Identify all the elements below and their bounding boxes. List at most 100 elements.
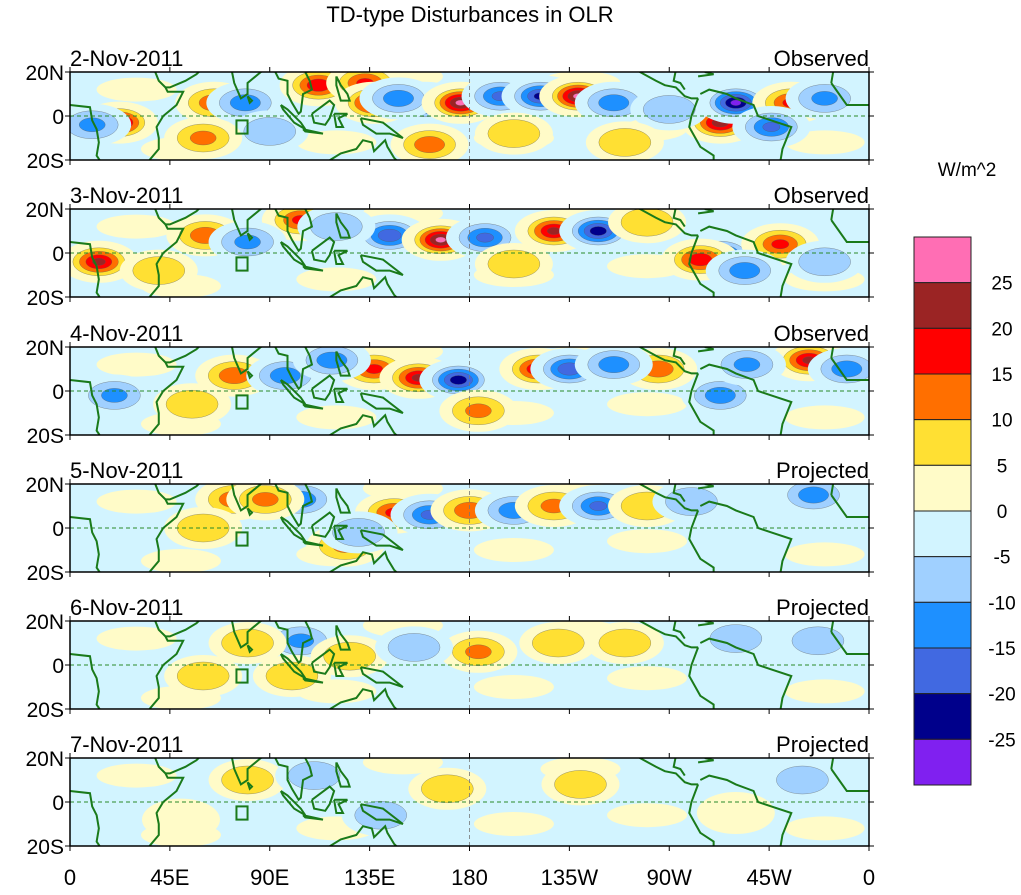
- anomaly-contour: [165, 390, 219, 419]
- coastline: [359, 392, 404, 414]
- coastline: [246, 95, 254, 105]
- anomaly-contour: [414, 136, 445, 153]
- coastline: [699, 88, 793, 160]
- near-zero-patch: [296, 267, 377, 292]
- colorbar-swatch: [913, 510, 972, 558]
- anomaly-contour: [696, 792, 775, 834]
- anomaly-contour: [465, 403, 492, 418]
- coastline: [359, 666, 404, 688]
- coastline: [70, 653, 101, 709]
- x-axis: 0 45E 90E 135E 180 135W 90W 45W 0: [64, 865, 875, 890]
- coastline: [328, 824, 398, 846]
- colorbar-swatch: [913, 373, 972, 421]
- anomaly-contour: [287, 633, 314, 648]
- map-panel: 20N 0 20S 4-Nov-2011 Observed: [25, 321, 874, 448]
- anomaly-contour: [598, 628, 652, 658]
- lat-tick-label: 0: [52, 792, 64, 815]
- lon-tick-label: 135W: [541, 865, 599, 890]
- reference-box: [235, 668, 249, 684]
- lat-tick-label: 20S: [27, 699, 64, 722]
- coastline: [310, 99, 336, 126]
- coastline: [688, 647, 715, 709]
- colorbar-label: -25: [988, 730, 1015, 751]
- lat-tick-label: 0: [52, 106, 64, 129]
- coastline: [148, 758, 185, 846]
- coastline: [302, 265, 324, 272]
- coastline: [830, 768, 869, 792]
- colorbar-label: 15: [991, 365, 1012, 386]
- coastline: [230, 347, 264, 375]
- anomaly-contour: [387, 633, 441, 662]
- coastline: [637, 209, 699, 237]
- near-zero-patch: [784, 542, 865, 567]
- coastline: [699, 225, 793, 297]
- coastline: [699, 637, 793, 709]
- coastline: [688, 235, 715, 297]
- coastline: [672, 209, 686, 228]
- map-panel: 20N 0 20S 7-Nov-2011 Projected: [25, 732, 874, 859]
- coastline: [637, 758, 699, 786]
- colorbar-swatch: [913, 327, 972, 375]
- coastline: [70, 241, 101, 297]
- anomaly-contour: [383, 90, 414, 107]
- coastline: [335, 761, 352, 788]
- lon-tick-label: 45W: [747, 865, 792, 890]
- map-panel: 20N 0 20S 3-Nov-2011 Observed: [25, 183, 874, 310]
- anomaly-contour: [421, 774, 474, 803]
- panel-field: [70, 621, 869, 709]
- anomaly-contour: [643, 95, 696, 124]
- near-zero-patch: [784, 816, 865, 841]
- reference-box: [235, 119, 249, 135]
- colorbar-swatch: [913, 464, 972, 512]
- coastline: [274, 209, 314, 253]
- coastline: [328, 413, 398, 435]
- coastline: [335, 212, 352, 239]
- reference-box: [235, 394, 249, 410]
- coastline: [637, 72, 699, 100]
- coastline: [302, 677, 324, 684]
- coastline: [830, 758, 835, 770]
- coastline: [688, 510, 715, 572]
- coastline: [148, 621, 185, 709]
- coastline: [230, 484, 264, 512]
- coastline: [246, 232, 254, 242]
- lon-tick-label: 90E: [250, 865, 289, 890]
- coastline: [328, 687, 398, 709]
- coastline: [302, 128, 324, 135]
- colorbar-swatch: [913, 738, 972, 786]
- lon-tick-label: 90W: [647, 865, 692, 890]
- coastline: [70, 516, 101, 572]
- near-zero-patch: [607, 666, 688, 691]
- colorbar-label: -20: [988, 685, 1015, 706]
- anomaly-contour: [598, 94, 630, 112]
- near-zero-patch: [96, 352, 177, 377]
- near-zero-patch: [473, 538, 554, 562]
- anomaly-contour: [234, 234, 261, 250]
- coastline: [699, 363, 793, 435]
- coastline: [637, 621, 699, 649]
- coastline: [230, 209, 264, 237]
- map-panel: 20N 0 20S 2-Nov-2011 Observed: [25, 46, 874, 173]
- coastline: [359, 803, 404, 825]
- near-zero-patch: [96, 763, 177, 788]
- near-zero-patch: [473, 675, 554, 699]
- reference-box: [235, 531, 249, 547]
- anomaly-contour: [265, 661, 319, 691]
- coastline: [70, 379, 101, 435]
- coastline: [302, 540, 324, 547]
- map-panel: 20N 0 20S 5-Nov-2011 Projected: [25, 458, 874, 585]
- anomaly-contour: [190, 130, 217, 146]
- anomaly-contour: [177, 661, 230, 691]
- colorbar-swatch: [913, 236, 972, 284]
- colorbar-label: 25: [991, 274, 1012, 295]
- coastline: [335, 487, 352, 514]
- coastline: [230, 72, 264, 100]
- coastline: [310, 785, 336, 812]
- anomaly-contour: [730, 99, 742, 106]
- anomaly-contour: [377, 229, 402, 242]
- coastline: [830, 219, 869, 243]
- near-zero-patch: [140, 549, 221, 572]
- anomaly-contour: [547, 227, 561, 235]
- colorbar-swatch: [913, 647, 972, 695]
